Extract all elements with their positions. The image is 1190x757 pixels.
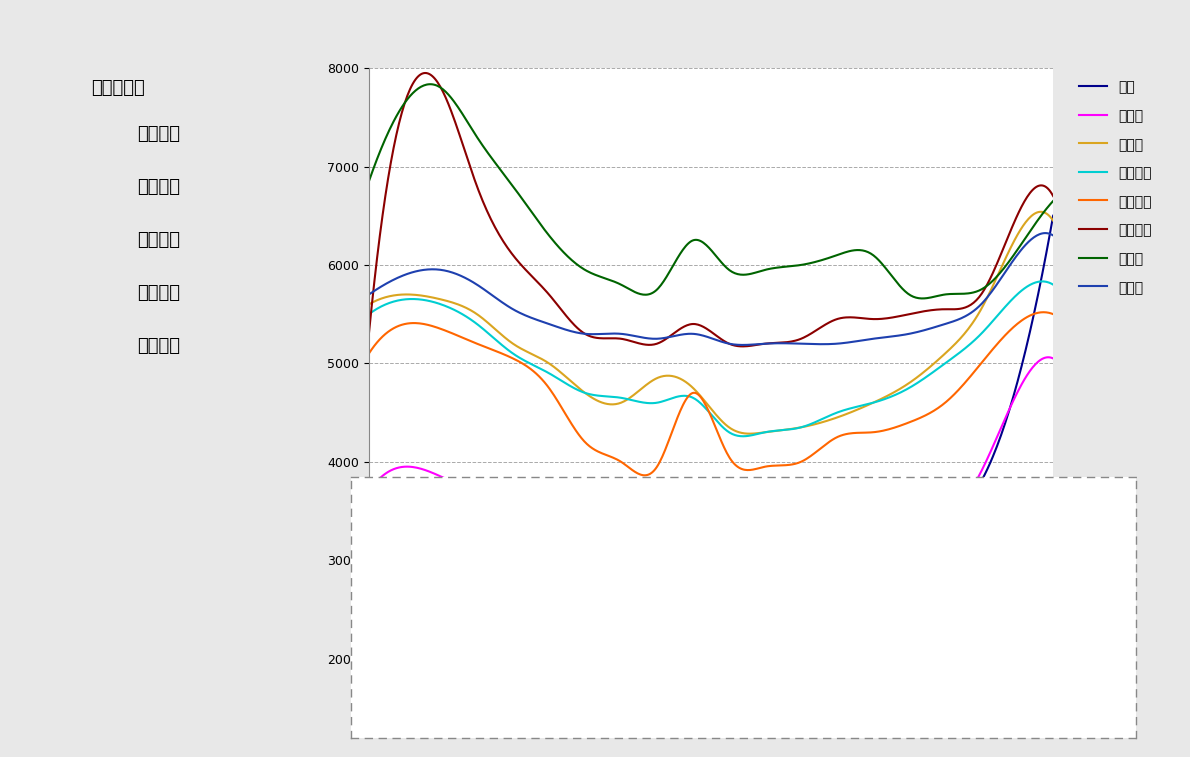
螺纹钢 — [362, 487, 376, 496]
无缝管 — [770, 338, 784, 347]
热轧薄板 — [770, 426, 784, 435]
普线 — [632, 548, 646, 557]
中厚板 — [770, 426, 784, 435]
螺纹钢 — [770, 554, 784, 563]
普线 — [1046, 211, 1060, 220]
热轧卷板 — [1031, 308, 1045, 317]
冷轧薄板 — [693, 320, 707, 329]
无缝管 — [687, 329, 701, 338]
中厚板 — [1031, 207, 1045, 217]
Text: 代表公司：: 代表公司： — [92, 79, 145, 98]
热轧卷板 — [362, 349, 376, 358]
Line: 热轧薄板: 热轧薄板 — [369, 282, 1053, 436]
Text: 宝钢股份: 宝钢股份 — [137, 125, 180, 143]
热轧卷板 — [693, 391, 707, 400]
普线 — [923, 522, 938, 531]
热轧薄板 — [691, 397, 706, 406]
螺纹钢 — [1031, 357, 1045, 366]
热轧薄板 — [687, 394, 701, 403]
镀锌板 — [362, 177, 376, 186]
螺纹钢 — [733, 554, 747, 563]
Line: 无缝管: 无缝管 — [369, 233, 1053, 345]
冷轧薄板 — [418, 68, 432, 77]
无缝管 — [1046, 231, 1060, 240]
镀锌板 — [733, 270, 747, 279]
冷轧薄板 — [1046, 192, 1060, 201]
螺纹钢 — [923, 525, 938, 534]
螺纹钢 — [688, 540, 702, 550]
普线 — [362, 506, 376, 516]
镀锌板 — [424, 79, 438, 89]
无缝管 — [691, 330, 706, 339]
热轧薄板 — [1035, 277, 1050, 286]
普线 — [693, 536, 707, 545]
Text: 鞍钢新轧: 鞍钢新轧 — [137, 231, 180, 249]
Line: 中厚板: 中厚板 — [369, 212, 1053, 434]
Line: 镀锌板: 镀锌板 — [369, 84, 1053, 298]
螺纹钢 — [640, 557, 654, 566]
无缝管 — [362, 290, 376, 299]
Line: 螺纹钢: 螺纹钢 — [369, 357, 1053, 562]
中厚板 — [1046, 217, 1060, 226]
Text: 武钢股份: 武钢股份 — [137, 178, 180, 196]
中厚板 — [687, 385, 701, 394]
中厚板 — [732, 428, 746, 437]
无缝管 — [737, 341, 751, 350]
冷轧薄板 — [772, 338, 787, 347]
Line: 热轧卷板: 热轧卷板 — [369, 312, 1053, 475]
冷轧薄板 — [688, 319, 702, 329]
Legend: 普线, 螺纹钢, 中厚板, 热轧薄板, 热轧卷板, 冷轧薄板, 镀锌板, 无缝管: 普线, 螺纹钢, 中厚板, 热轧薄板, 热轧卷板, 冷轧薄板, 镀锌板, 无缝管 — [1073, 75, 1158, 301]
冷轧薄板 — [1032, 181, 1046, 190]
热轧薄板 — [362, 310, 376, 319]
冷轧薄板 — [737, 342, 751, 351]
热轧薄板 — [1046, 280, 1060, 289]
镀锌板 — [926, 293, 940, 302]
中厚板 — [362, 300, 376, 309]
螺纹钢 — [1040, 353, 1054, 362]
无缝管 — [1038, 229, 1052, 238]
热轧卷板 — [1046, 310, 1060, 319]
Text: 太钢不锈: 太钢不锈 — [137, 337, 180, 355]
中厚板 — [691, 388, 706, 397]
热轧卷板 — [1036, 307, 1051, 316]
热轧卷板 — [638, 471, 652, 480]
无缝管 — [732, 341, 746, 350]
螺纹钢 — [693, 540, 707, 550]
热轧薄板 — [732, 431, 746, 441]
中厚板 — [1034, 207, 1048, 217]
普线 — [733, 544, 747, 553]
中厚板 — [923, 361, 938, 370]
热轧卷板 — [733, 464, 747, 473]
镀锌板 — [770, 263, 784, 272]
热轧卷板 — [923, 408, 938, 417]
普线 — [688, 536, 702, 545]
镀锌板 — [688, 235, 702, 245]
普线 — [770, 545, 784, 554]
螺纹钢 — [1046, 354, 1060, 363]
热轧薄板 — [923, 369, 938, 378]
镀锌板 — [693, 236, 707, 245]
无缝管 — [923, 324, 938, 333]
热轧卷板 — [688, 388, 702, 397]
冷轧薄板 — [362, 329, 376, 338]
热轧卷板 — [770, 461, 784, 470]
中厚板 — [743, 429, 757, 438]
Line: 普线: 普线 — [369, 216, 1053, 553]
热轧薄板 — [737, 431, 751, 441]
镀锌板 — [916, 294, 931, 303]
冷轧薄板 — [926, 306, 940, 315]
普线 — [1031, 290, 1045, 299]
Line: 冷轧薄板: 冷轧薄板 — [369, 73, 1053, 347]
Text: 济南钢铁: 济南钢铁 — [137, 284, 180, 302]
热轧薄板 — [1031, 277, 1045, 286]
无缝管 — [1031, 230, 1045, 239]
镀锌板 — [1032, 213, 1046, 223]
冷轧薄板 — [733, 342, 747, 351]
镀锌板 — [1046, 196, 1060, 205]
